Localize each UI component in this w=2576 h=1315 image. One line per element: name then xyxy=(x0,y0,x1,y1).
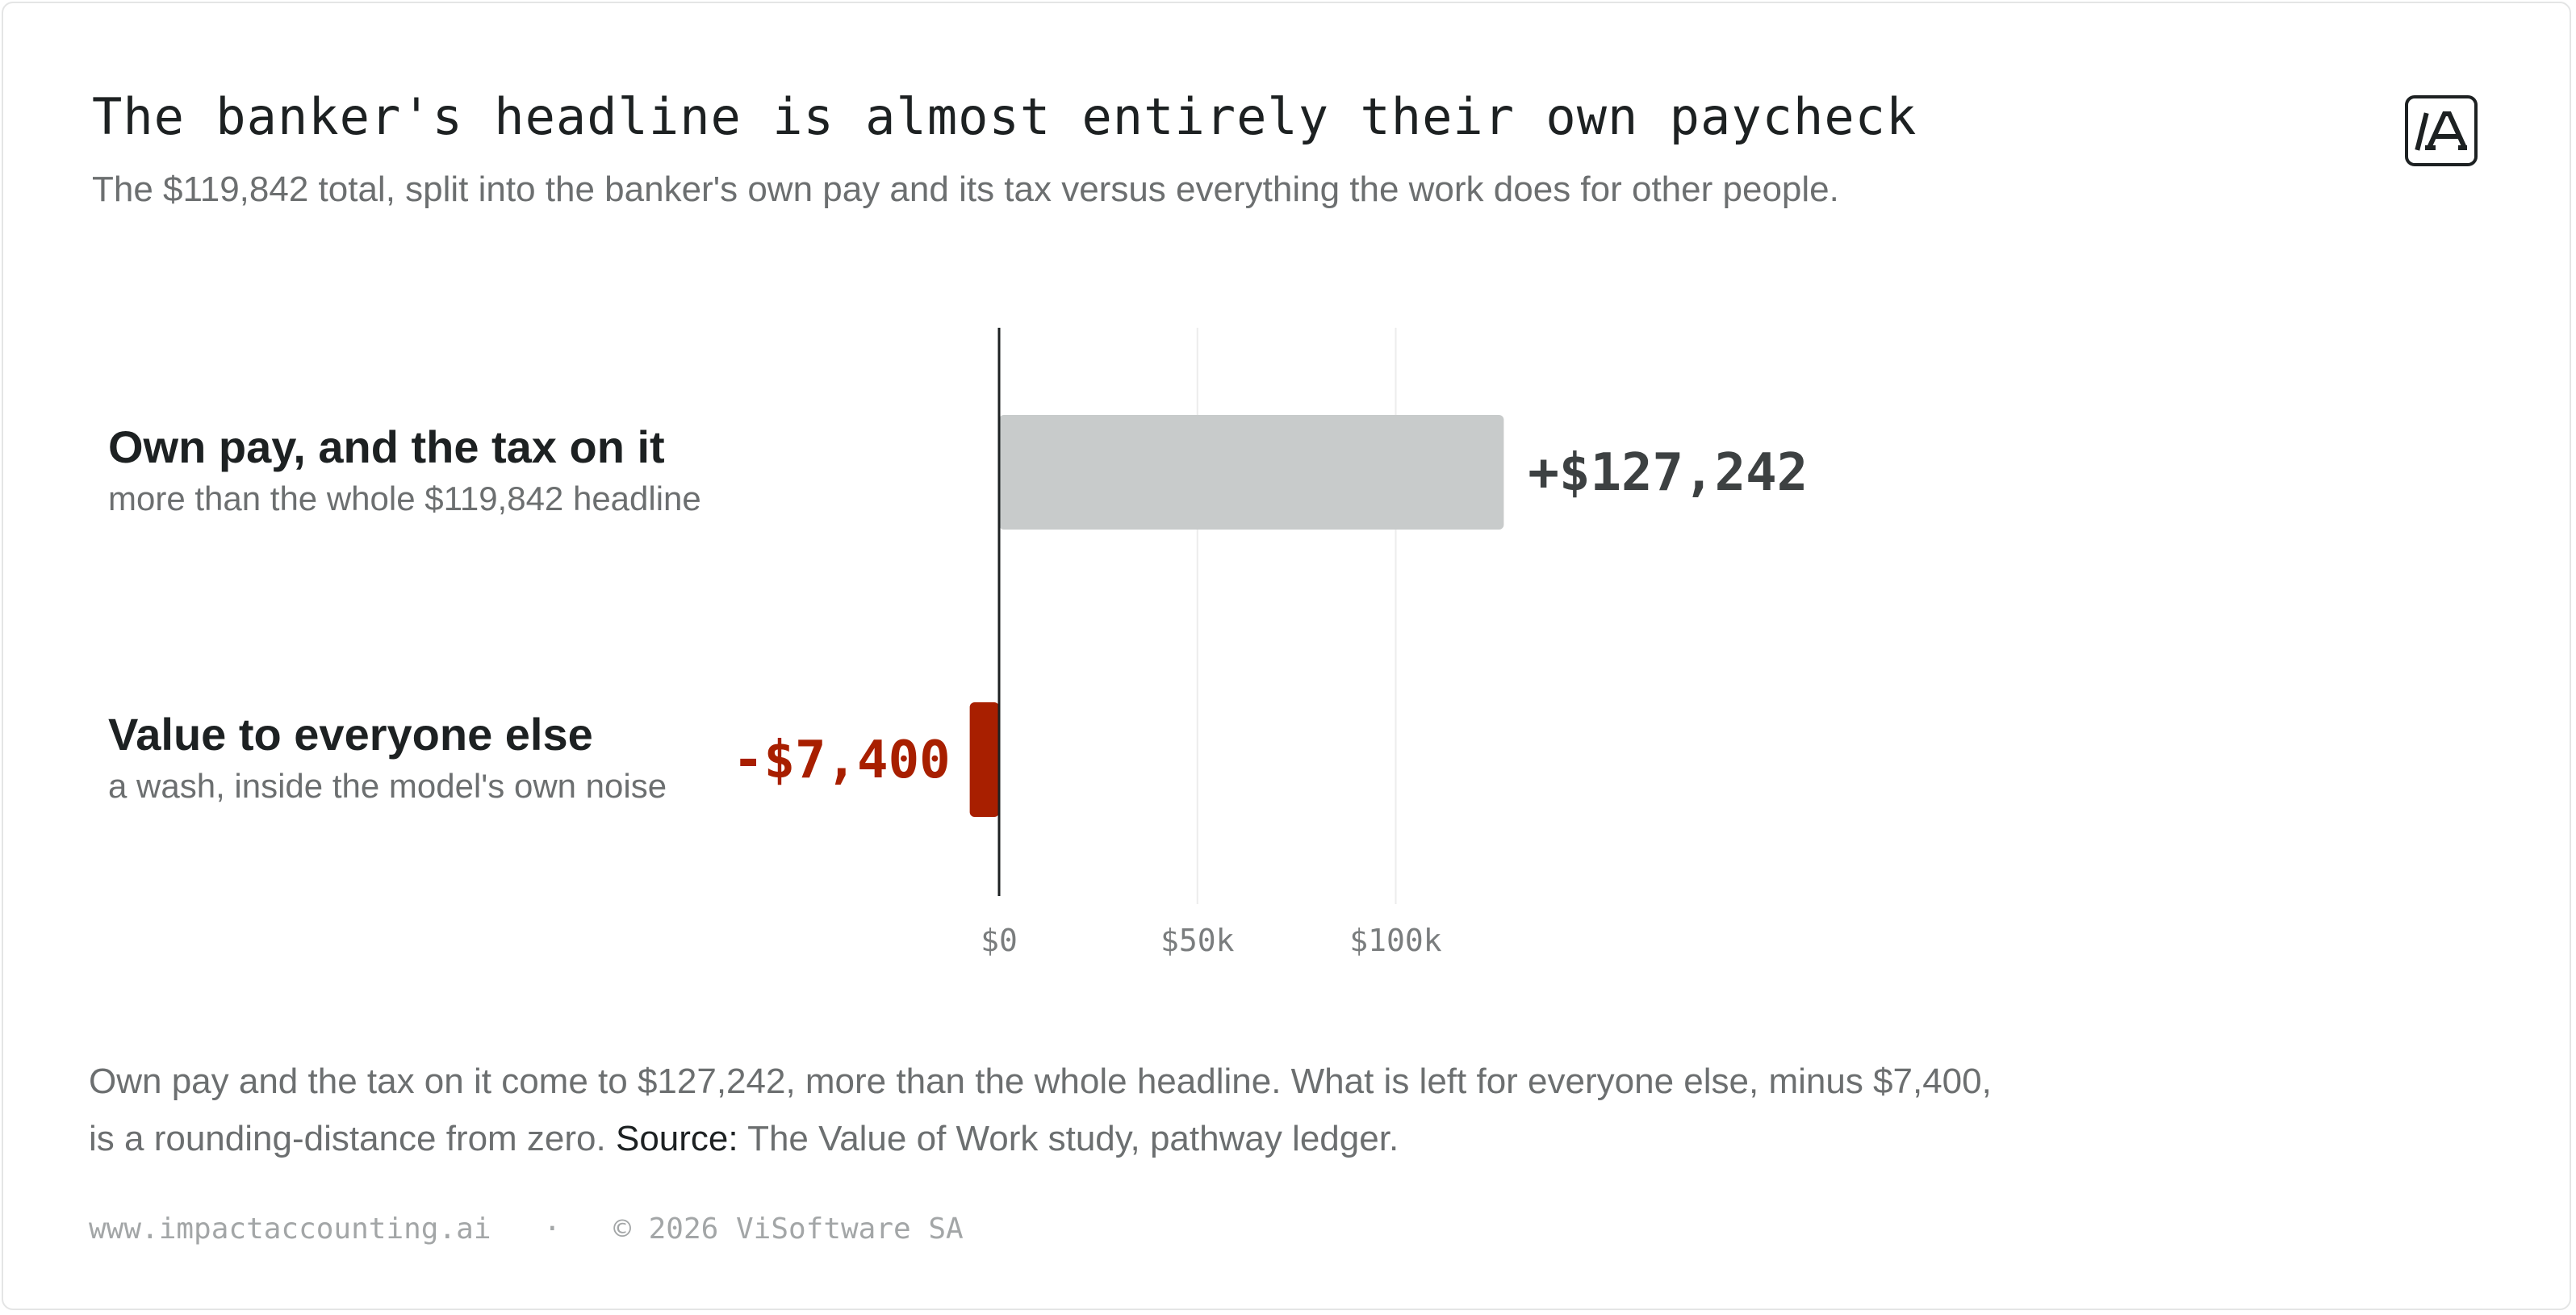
bars xyxy=(969,328,1504,896)
category-title: Own pay, and the tax on it xyxy=(108,421,665,472)
source-text: The Value of Work study, pathway ledger. xyxy=(747,1119,1399,1158)
bar xyxy=(999,415,1504,530)
note-text: Own pay and the tax on it come to $127,2… xyxy=(89,1062,1992,1158)
x-tick-label: $0 xyxy=(981,923,1018,958)
x-tick-label: $100k xyxy=(1349,923,1442,958)
footer: www.impactaccounting.ai · © 2026 ViSoftw… xyxy=(89,1212,964,1246)
x-tick-label: $50k xyxy=(1160,923,1235,958)
chart-note: Own pay and the tax on it come to $127,2… xyxy=(89,1053,2026,1167)
chart-title: The banker's headline is almost entirely… xyxy=(92,87,1917,146)
category-labels: Own pay, and the tax on it more than the … xyxy=(108,421,1808,805)
category-title: Value to everyone else xyxy=(108,709,593,760)
bar xyxy=(969,702,999,817)
logo-glyph xyxy=(2415,111,2467,151)
footer-copyright: © 2026 ViSoftware SA xyxy=(613,1212,964,1246)
value-label: +$127,242 xyxy=(1528,443,1808,503)
x-axis-ticks: $0 $50k $100k xyxy=(981,923,1442,958)
chart-subtitle: The $119,842 total, split into the banke… xyxy=(92,170,1839,209)
category-subtitle: a wash, inside the model's own noise xyxy=(108,767,667,805)
footer-url[interactable]: www.impactaccounting.ai xyxy=(89,1212,491,1246)
gridlines xyxy=(1196,328,1397,904)
slash-a-logo-icon xyxy=(2405,95,2478,166)
category-subtitle: more than the whole $119,842 headline xyxy=(108,480,701,517)
value-label: -$7,400 xyxy=(733,731,951,790)
source-label: Source: xyxy=(615,1119,738,1158)
footer-separator: · xyxy=(543,1212,562,1246)
